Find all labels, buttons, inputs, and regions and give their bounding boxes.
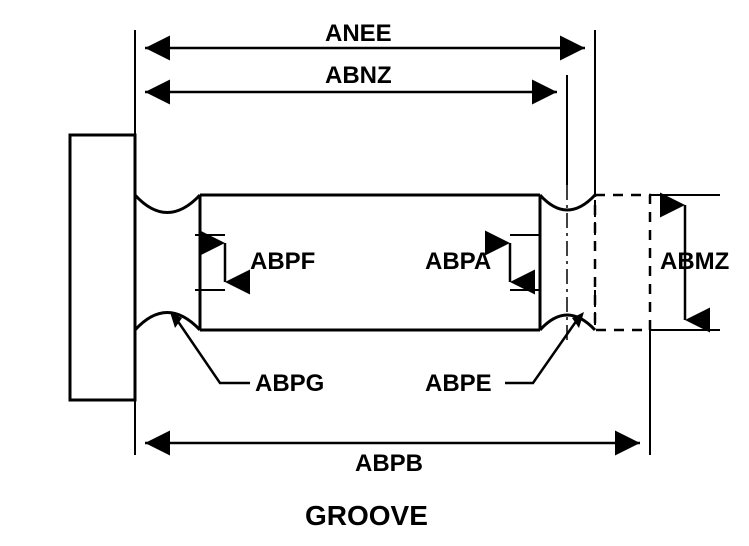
abpg-label: ABPG	[255, 370, 324, 398]
abpe-label: ABPE	[425, 370, 492, 398]
diagram-title: GROOVE	[305, 500, 428, 532]
abpb-label: ABPB	[355, 450, 423, 478]
abpa-label: ABPA	[425, 248, 491, 276]
abmz-label: ABMZ	[660, 248, 729, 276]
left-groove-top-arc	[135, 195, 200, 213]
base-block	[70, 135, 135, 400]
abpf-label: ABPF	[250, 248, 315, 276]
left-groove-bottom-arc	[135, 313, 200, 331]
dashed-end-box	[595, 195, 650, 330]
anee-label: ANEE	[325, 20, 392, 48]
abnz-label: ABNZ	[325, 62, 392, 90]
